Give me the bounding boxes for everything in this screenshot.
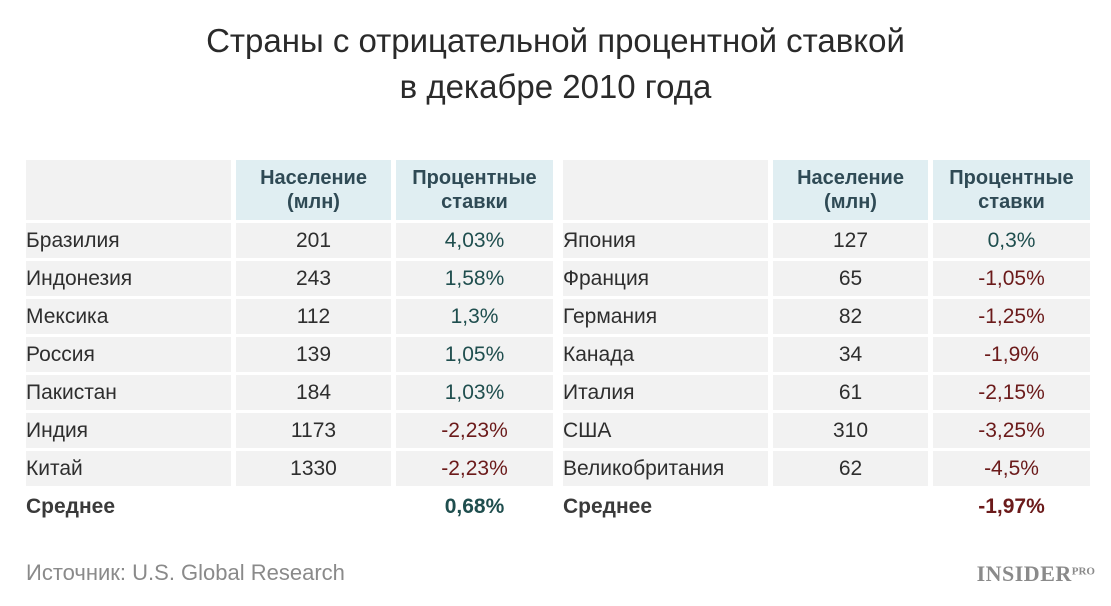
average-row: Среднее 0,68% — [26, 489, 553, 524]
population-value: 139 — [236, 337, 391, 372]
rate-value: -4,5% — [933, 451, 1090, 486]
country-name: Великобритания — [563, 451, 768, 486]
header-country-cell — [563, 160, 768, 220]
population-value: 243 — [236, 261, 391, 296]
header-rate: Процентные ставки — [396, 160, 553, 220]
population-value: 1330 — [236, 451, 391, 486]
table-row: Россия 139 1,05% — [26, 337, 553, 372]
table-row: Италия 61 -2,15% — [563, 375, 1090, 410]
header-country-cell — [26, 160, 231, 220]
logo-text: INSIDER — [976, 561, 1072, 586]
rate-value: -2,15% — [933, 375, 1090, 410]
table-row: Германия 82 -1,25% — [563, 299, 1090, 334]
average-rate-value: -1,97% — [978, 494, 1045, 518]
population-value: 65 — [773, 261, 928, 296]
header-population: Население (млн) — [773, 160, 928, 220]
rate-value: 1,3% — [396, 299, 553, 334]
table-row: Великобритания 62 -4,5% — [563, 451, 1090, 486]
source-note: Источник: U.S. Global Research — [26, 560, 345, 585]
country-name: Мексика — [26, 299, 231, 334]
header-rate: Процентные ставки — [933, 160, 1090, 220]
rate-value: 1,03% — [396, 375, 553, 410]
table-row: Бразилия 201 4,03% — [26, 223, 553, 258]
header-row: Население (млн) Процентные ставки — [26, 160, 553, 220]
table-row: Китай 1330 -2,23% — [26, 451, 553, 486]
population-value: 34 — [773, 337, 928, 372]
country-name: Италия — [563, 375, 768, 410]
country-name: Россия — [26, 337, 231, 372]
header-population: Население (млн) — [236, 160, 391, 220]
country-name: Франция — [563, 261, 768, 296]
population-value: 127 — [773, 223, 928, 258]
rate-value: 4,03% — [396, 223, 553, 258]
chart-title: Страны с отрицательной процентной ставко… — [0, 18, 1111, 110]
table-row: Индонезия 243 1,58% — [26, 261, 553, 296]
rate-value: -3,25% — [933, 413, 1090, 448]
table-row: Мексика 112 1,3% — [26, 299, 553, 334]
rate-value: -2,23% — [396, 413, 553, 448]
insider-pro-logo: INSIDERPRO — [977, 561, 1095, 587]
rate-value: 0,3% — [933, 223, 1090, 258]
table-row: США 310 -3,25% — [563, 413, 1090, 448]
population-value: 184 — [236, 375, 391, 410]
rate-value: 1,05% — [396, 337, 553, 372]
chart-title-line-2: в декабре 2010 года — [399, 68, 712, 105]
population-value: 62 — [773, 451, 928, 486]
country-name: США — [563, 413, 768, 448]
average-population-empty — [773, 489, 928, 524]
country-name: Канада — [563, 337, 768, 372]
rate-value: -1,25% — [933, 299, 1090, 334]
population-value: 82 — [773, 299, 928, 334]
rate-value: 1,58% — [396, 261, 553, 296]
header-row: Население (млн) Процентные ставки — [563, 160, 1090, 220]
average-rate-value: 0,68% — [444, 494, 505, 518]
logo-superscript: PRO — [1071, 565, 1095, 578]
population-value: 310 — [773, 413, 928, 448]
chart-title-line-1: Страны с отрицательной процентной ставко… — [206, 22, 905, 59]
average-population-empty — [236, 489, 391, 524]
population-value: 112 — [236, 299, 391, 334]
average-label: Среднее — [26, 494, 116, 518]
rate-value: -1,05% — [933, 261, 1090, 296]
country-name: Индия — [26, 413, 231, 448]
country-name: Япония — [563, 223, 768, 258]
table-row: Франция 65 -1,05% — [563, 261, 1090, 296]
table-row: Канада 34 -1,9% — [563, 337, 1090, 372]
country-name: Германия — [563, 299, 768, 334]
data-table-left: Население (млн) Процентные ставки Бразилия… — [26, 157, 553, 527]
country-name: Индонезия — [26, 261, 231, 296]
population-value: 1173 — [236, 413, 391, 448]
rate-value: -2,23% — [396, 451, 553, 486]
average-label: Среднее — [563, 494, 653, 518]
country-name: Пакистан — [26, 375, 231, 410]
country-name: Китай — [26, 451, 231, 486]
table-row: Япония 127 0,3% — [563, 223, 1090, 258]
average-row: Среднее -1,97% — [563, 489, 1090, 524]
table-row: Пакистан 184 1,03% — [26, 375, 553, 410]
country-name: Бразилия — [26, 223, 231, 258]
rate-value: -1,9% — [933, 337, 1090, 372]
table-row: Индия 1173 -2,23% — [26, 413, 553, 448]
population-value: 61 — [773, 375, 928, 410]
data-table-right: Население (млн) Процентные ставки Япония 12… — [563, 157, 1090, 527]
population-value: 201 — [236, 223, 391, 258]
